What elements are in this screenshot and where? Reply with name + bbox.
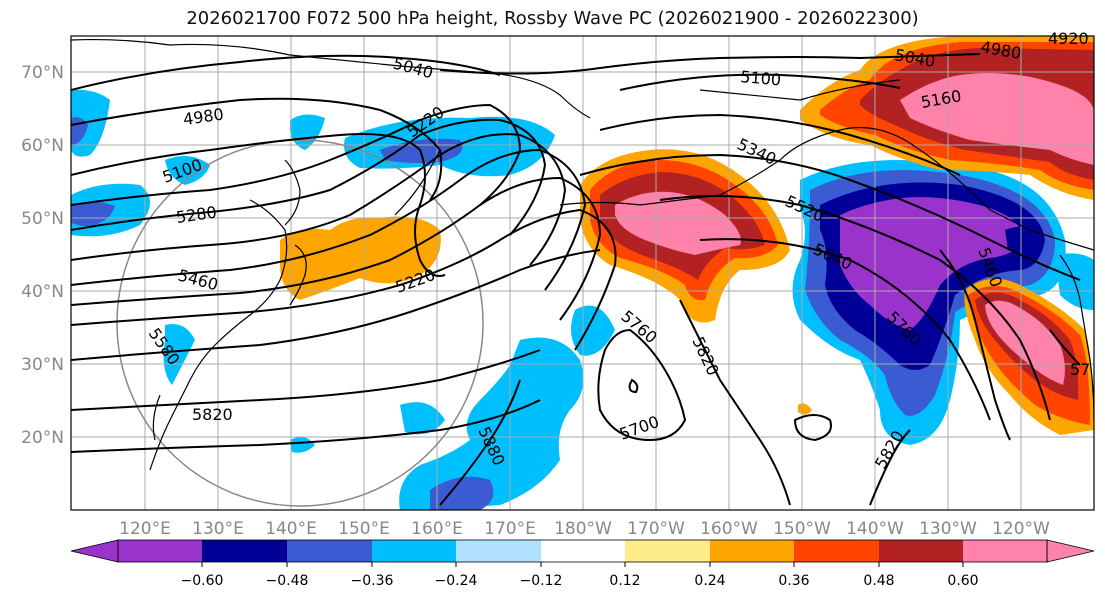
height-contours — [71, 53, 1081, 506]
lon-label: 150°E — [338, 519, 390, 539]
lon-label: 160°W — [700, 519, 758, 539]
colorbar-tick-label: −0.24 — [435, 573, 478, 589]
coastlines — [71, 38, 1094, 471]
colorbar-tick-label: 0.12 — [609, 573, 640, 589]
colorbar-segment — [879, 540, 963, 562]
latitude-labels: 70°N 60°N 50°N 40°N 30°N 20°N — [21, 63, 64, 448]
lat-label: 70°N — [21, 63, 64, 83]
contour-label: 4920 — [1048, 29, 1089, 48]
colorbar-tick-label: −0.48 — [266, 573, 309, 589]
colorbar-segment — [794, 540, 879, 562]
map-title: 2026021700 F072 500 hPa height, Rossby W… — [186, 8, 919, 29]
lon-label: 130°W — [919, 519, 977, 539]
colorbar-segment — [710, 540, 794, 562]
lon-label: 180°W — [554, 519, 612, 539]
lon-label: 170°E — [484, 519, 536, 539]
colorbar-segment — [541, 540, 625, 562]
colorbar-tick-label: −0.60 — [181, 573, 224, 589]
colorbar-segment — [963, 540, 1047, 562]
colorbar-frame — [117, 539, 1048, 563]
colorbar-tick-label: −0.36 — [351, 573, 394, 589]
contour-label: 5820 — [192, 405, 233, 424]
lat-label: 50°N — [21, 209, 64, 229]
contour-label: 5100 — [740, 67, 782, 89]
colorbar-segment — [202, 540, 287, 562]
colorbar-segment — [625, 540, 710, 562]
contour-label: 57 — [1070, 360, 1090, 379]
colorbar-extend-high — [1046, 539, 1095, 563]
colorbar-tick-label: 0.36 — [778, 573, 809, 589]
colorbar-tick-label: 0.24 — [694, 573, 725, 589]
colorbar: −0.60 −0.48 −0.36 −0.24 −0.12 0.12 0.24 … — [70, 539, 1095, 589]
lat-label: 20°N — [21, 428, 64, 448]
lon-label: 130°E — [192, 519, 244, 539]
lon-label: 120°W — [992, 519, 1050, 539]
colorbar-tick-label: 0.48 — [863, 573, 894, 589]
lon-label: 140°W — [846, 519, 904, 539]
map-frame — [70, 35, 1095, 511]
lat-label: 30°N — [21, 355, 64, 375]
colorbar-segment — [287, 540, 372, 562]
lat-label: 60°N — [21, 136, 64, 156]
lon-label: 140°E — [265, 519, 317, 539]
lon-label: 120°E — [119, 519, 171, 539]
lon-label: 150°W — [773, 519, 831, 539]
colorbar-tick-label: −0.12 — [520, 573, 563, 589]
longitude-labels: 120°E 130°E 140°E 150°E 160°E 170°E 180°… — [119, 519, 1050, 539]
lat-label: 40°N — [21, 282, 64, 302]
lon-label: 170°W — [627, 519, 685, 539]
lon-label: 160°E — [411, 519, 463, 539]
colorbar-extend-low — [70, 539, 119, 563]
colorbar-tick-label: 0.60 — [947, 573, 978, 589]
colorbar-segment — [372, 540, 456, 562]
colorbar-segment — [118, 540, 202, 562]
reference-circle — [116, 139, 484, 507]
colorbar-segment — [456, 540, 541, 562]
